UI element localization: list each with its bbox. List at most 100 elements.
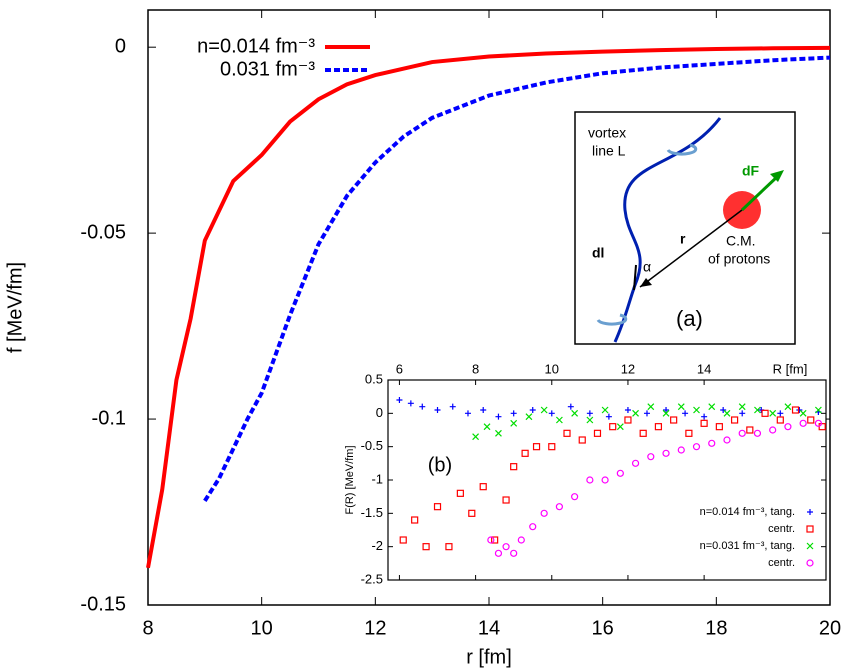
scatter-point bbox=[647, 453, 655, 461]
x-tick-label: 10 bbox=[251, 617, 273, 639]
diagram-label: r bbox=[680, 231, 686, 247]
scatter-point bbox=[422, 543, 430, 551]
x-tick-label: 14 bbox=[697, 361, 711, 376]
scatter-point bbox=[532, 443, 541, 451]
scatter-point bbox=[730, 416, 739, 424]
scatter-point bbox=[738, 403, 746, 411]
scatter-point bbox=[677, 446, 685, 454]
scatter-point bbox=[529, 407, 536, 413]
scatter-point bbox=[784, 403, 792, 411]
scatter-point bbox=[708, 403, 716, 411]
x-tick-label: 8 bbox=[142, 617, 153, 639]
scatter-point bbox=[738, 429, 746, 437]
y-tick-label: -1.5 bbox=[361, 505, 383, 520]
scatter-point bbox=[754, 406, 761, 414]
scatter-point bbox=[631, 459, 640, 467]
scatter-point bbox=[521, 449, 529, 457]
scatter-point bbox=[456, 489, 464, 497]
scatter-point bbox=[494, 549, 503, 557]
scatter-point bbox=[411, 516, 419, 524]
scatter-point bbox=[761, 409, 769, 417]
arrow-head bbox=[640, 278, 652, 287]
x-axis-label: r [fm] bbox=[466, 646, 512, 668]
scatter-point bbox=[548, 443, 556, 451]
scatter-point bbox=[445, 543, 453, 551]
scatter-point bbox=[601, 406, 609, 414]
legend-marker bbox=[806, 542, 814, 550]
scatter-point bbox=[784, 423, 792, 431]
scatter-point bbox=[777, 410, 784, 417]
y-tick-label: 0 bbox=[376, 405, 383, 420]
scatter-point bbox=[814, 419, 822, 427]
scatter-point bbox=[701, 413, 708, 420]
x-axis-label: R [fm] bbox=[773, 361, 808, 376]
x-tick-label: 16 bbox=[592, 617, 614, 639]
scatter-point bbox=[799, 409, 807, 417]
x-tick-label: 8 bbox=[472, 361, 479, 376]
scatter-point bbox=[769, 409, 777, 417]
main-plot: 8 10 12 14 16 18 20 0 -0.05 -0.1 -0.15 r [fm] f [MeV… bbox=[4, 9, 841, 668]
legend-label: centr. bbox=[768, 557, 795, 569]
scatter-point bbox=[480, 407, 487, 413]
r-vector bbox=[639, 209, 743, 288]
x-tick-label: 14 bbox=[478, 617, 500, 639]
scatter-point bbox=[624, 416, 632, 424]
force-vector bbox=[740, 174, 780, 212]
inset-background bbox=[388, 380, 826, 580]
scatter-point bbox=[647, 403, 655, 411]
scatter-point bbox=[662, 409, 670, 417]
scatter-point bbox=[525, 413, 533, 421]
data-line bbox=[146, 45, 831, 569]
scatter-point bbox=[571, 493, 579, 501]
scatter-point bbox=[510, 410, 517, 417]
diagram-label: of protons bbox=[708, 251, 770, 267]
scatter-point bbox=[720, 407, 727, 413]
legend-marker bbox=[807, 509, 813, 515]
legend-label: n=0.031 fm⁻³, tang. bbox=[700, 540, 795, 552]
scatter-point bbox=[753, 429, 762, 437]
scatter-point bbox=[468, 509, 476, 517]
scatter-point bbox=[799, 419, 807, 427]
scatter-point bbox=[586, 476, 594, 484]
scatter-point bbox=[487, 536, 495, 544]
scatter-point bbox=[609, 423, 617, 431]
scatter-point bbox=[567, 403, 574, 410]
scatter-point bbox=[685, 429, 693, 437]
y-axis-label: f [MeV/fm] bbox=[4, 262, 26, 353]
scatter-point bbox=[796, 407, 803, 413]
scatter-point bbox=[555, 416, 563, 424]
y-tick-label: -0.05 bbox=[80, 221, 126, 243]
scatter-point bbox=[578, 436, 586, 444]
scatter-point bbox=[708, 439, 716, 447]
scatter-point bbox=[540, 509, 548, 517]
scatter-point bbox=[715, 423, 723, 431]
rotation-arrow bbox=[596, 313, 628, 326]
diagram-label: dl bbox=[592, 245, 604, 261]
scatter-point bbox=[662, 449, 670, 457]
scatter-point bbox=[624, 407, 631, 413]
scatter-point bbox=[479, 483, 487, 491]
y-tick-label: 0.5 bbox=[365, 371, 383, 386]
legend-label: 0.031 fm⁻³ bbox=[220, 58, 315, 80]
scatter-point bbox=[586, 410, 593, 417]
scatter-point bbox=[483, 423, 491, 431]
y-tick-label: -2 bbox=[371, 538, 383, 553]
legend-label: n=0.014 fm⁻³ bbox=[197, 35, 315, 57]
rotation-arrow bbox=[666, 143, 698, 156]
scatter-point bbox=[510, 463, 518, 471]
diagram-label: vortex bbox=[588, 125, 626, 141]
inset-frame bbox=[574, 111, 796, 345]
scatter-point bbox=[654, 423, 663, 431]
scatter-point bbox=[643, 410, 650, 417]
scatter-point bbox=[693, 406, 700, 414]
scatter-point bbox=[510, 549, 518, 557]
scatter-point bbox=[616, 469, 624, 477]
scatter-point bbox=[682, 410, 689, 417]
diagram-label: C.M. bbox=[726, 233, 756, 249]
scatter-point bbox=[692, 443, 701, 451]
legend-label: n=0.014 fm⁻³, tang. bbox=[700, 506, 795, 518]
scatter-point bbox=[601, 476, 609, 484]
scatter-point bbox=[723, 436, 731, 444]
y-axis-label: F(R) [MeV/fm] bbox=[344, 445, 356, 514]
